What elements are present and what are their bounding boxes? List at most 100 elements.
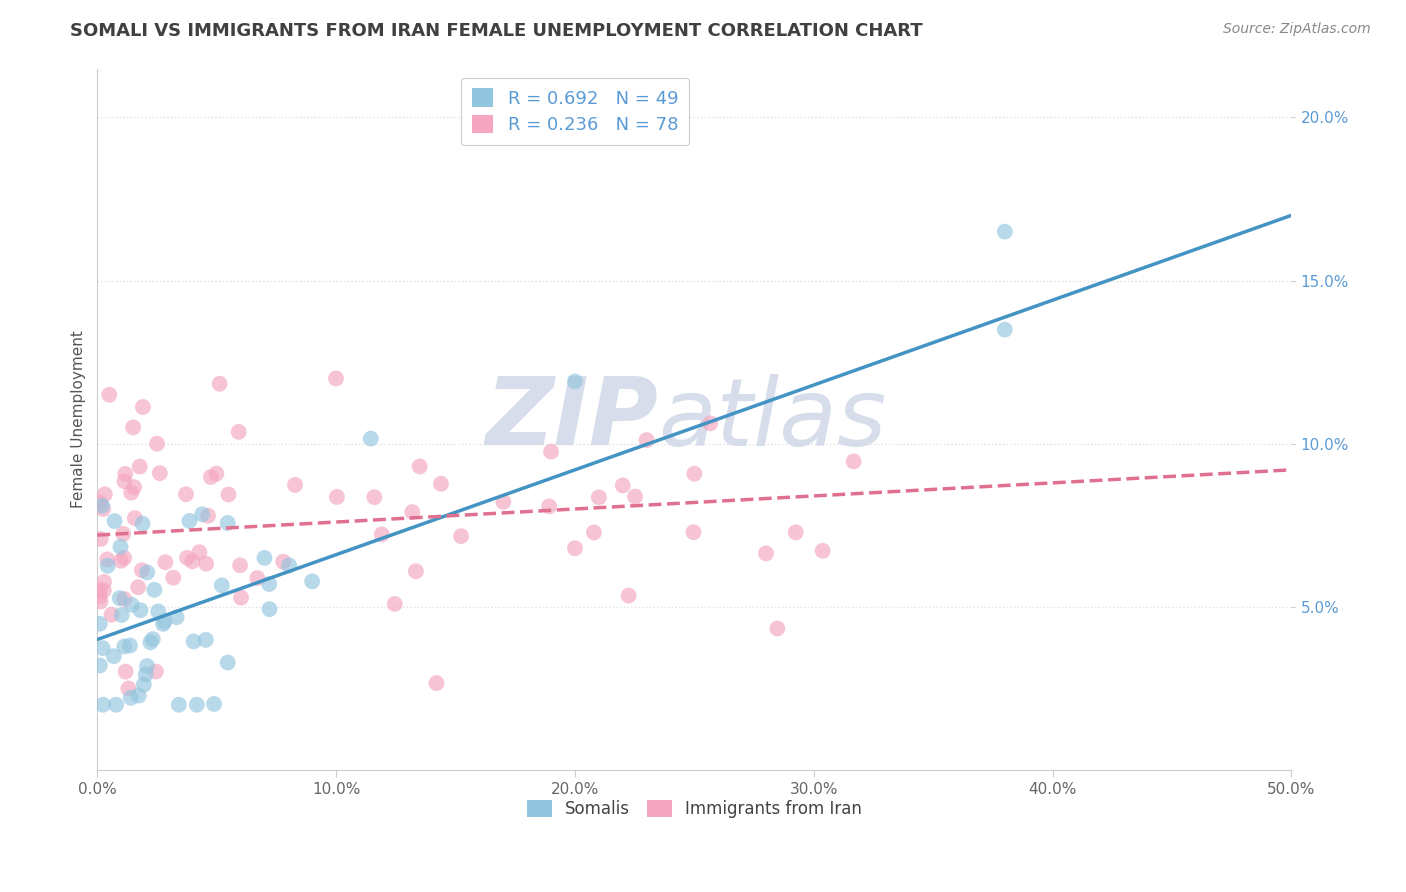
Point (842, 454, 865, 468)
Text: ZIP: ZIP (485, 373, 658, 466)
Point (108, 591, 131, 606)
Point (89, 589, 111, 603)
Point (408, 459, 430, 474)
Text: Source: ZipAtlas.com: Source: ZipAtlas.com (1223, 22, 1371, 37)
Point (492, 495, 515, 509)
Point (110, 554, 132, 568)
Point (112, 592, 135, 607)
Point (111, 607, 134, 622)
Point (89, 594, 111, 608)
Y-axis label: Female Unemployment: Female Unemployment (72, 330, 86, 508)
Point (146, 436, 169, 450)
Point (450, 529, 472, 543)
Point (122, 480, 145, 494)
Point (103, 649, 125, 664)
Point (636, 433, 658, 447)
Point (112, 550, 135, 565)
Point (205, 467, 228, 481)
Text: SOMALI VS IMMIGRANTS FROM IRAN FEMALE UNEMPLOYMENT CORRELATION CHART: SOMALI VS IMMIGRANTS FROM IRAN FEMALE UN… (70, 22, 922, 40)
Text: atlas: atlas (658, 374, 887, 465)
Point (112, 640, 135, 654)
Point (94, 487, 117, 501)
Point (994, 323, 1017, 337)
Point (624, 490, 647, 504)
Point (612, 478, 634, 492)
Point (564, 541, 586, 556)
Point (564, 375, 586, 389)
Point (363, 490, 385, 504)
Point (176, 550, 198, 565)
Point (91, 502, 114, 516)
Point (401, 505, 423, 519)
Point (202, 697, 225, 711)
Point (136, 566, 159, 580)
Point (229, 558, 252, 573)
Point (96, 552, 118, 566)
Point (257, 577, 280, 591)
Point (785, 525, 807, 540)
Point (197, 508, 219, 523)
Point (617, 589, 640, 603)
Point (110, 540, 132, 554)
Point (325, 371, 347, 385)
Point (131, 516, 153, 531)
Point (278, 558, 301, 573)
Point (167, 698, 190, 712)
Point (155, 555, 177, 569)
Point (143, 582, 166, 597)
Point (89, 495, 111, 509)
Point (208, 376, 231, 391)
Point (120, 485, 142, 500)
Point (683, 467, 706, 481)
Point (405, 564, 427, 578)
Point (217, 656, 239, 670)
Point (430, 476, 453, 491)
Point (132, 678, 155, 692)
Point (271, 555, 294, 569)
Point (218, 487, 240, 501)
Point (186, 698, 208, 712)
Legend: Somalis, Immigrants from Iran: Somalis, Immigrants from Iran (520, 793, 869, 825)
Point (91, 641, 114, 656)
Point (253, 550, 276, 565)
Point (105, 698, 128, 712)
Point (136, 659, 159, 673)
Point (114, 665, 136, 679)
Point (538, 500, 561, 514)
Point (117, 681, 139, 696)
Point (121, 598, 143, 612)
Point (127, 580, 149, 594)
Point (195, 557, 218, 571)
Point (699, 417, 721, 431)
Point (540, 444, 562, 458)
Point (114, 475, 136, 489)
Point (162, 571, 184, 585)
Point (93, 583, 115, 598)
Point (145, 665, 167, 679)
Point (229, 591, 252, 605)
Point (326, 490, 349, 504)
Point (183, 634, 205, 648)
Point (93, 574, 115, 589)
Point (582, 525, 605, 540)
Point (89, 583, 111, 598)
Point (682, 525, 704, 540)
Point (211, 578, 233, 592)
Point (284, 478, 307, 492)
Point (149, 466, 172, 480)
Point (118, 639, 141, 653)
Point (174, 487, 197, 501)
Point (139, 635, 162, 649)
Point (425, 676, 447, 690)
Point (194, 632, 217, 647)
Point (259, 602, 281, 616)
Point (371, 527, 394, 541)
Point (120, 690, 142, 705)
Point (98, 388, 121, 402)
Point (588, 491, 610, 505)
Point (301, 574, 323, 589)
Point (131, 563, 153, 577)
Point (179, 514, 201, 528)
Point (246, 571, 269, 585)
Point (122, 420, 145, 434)
